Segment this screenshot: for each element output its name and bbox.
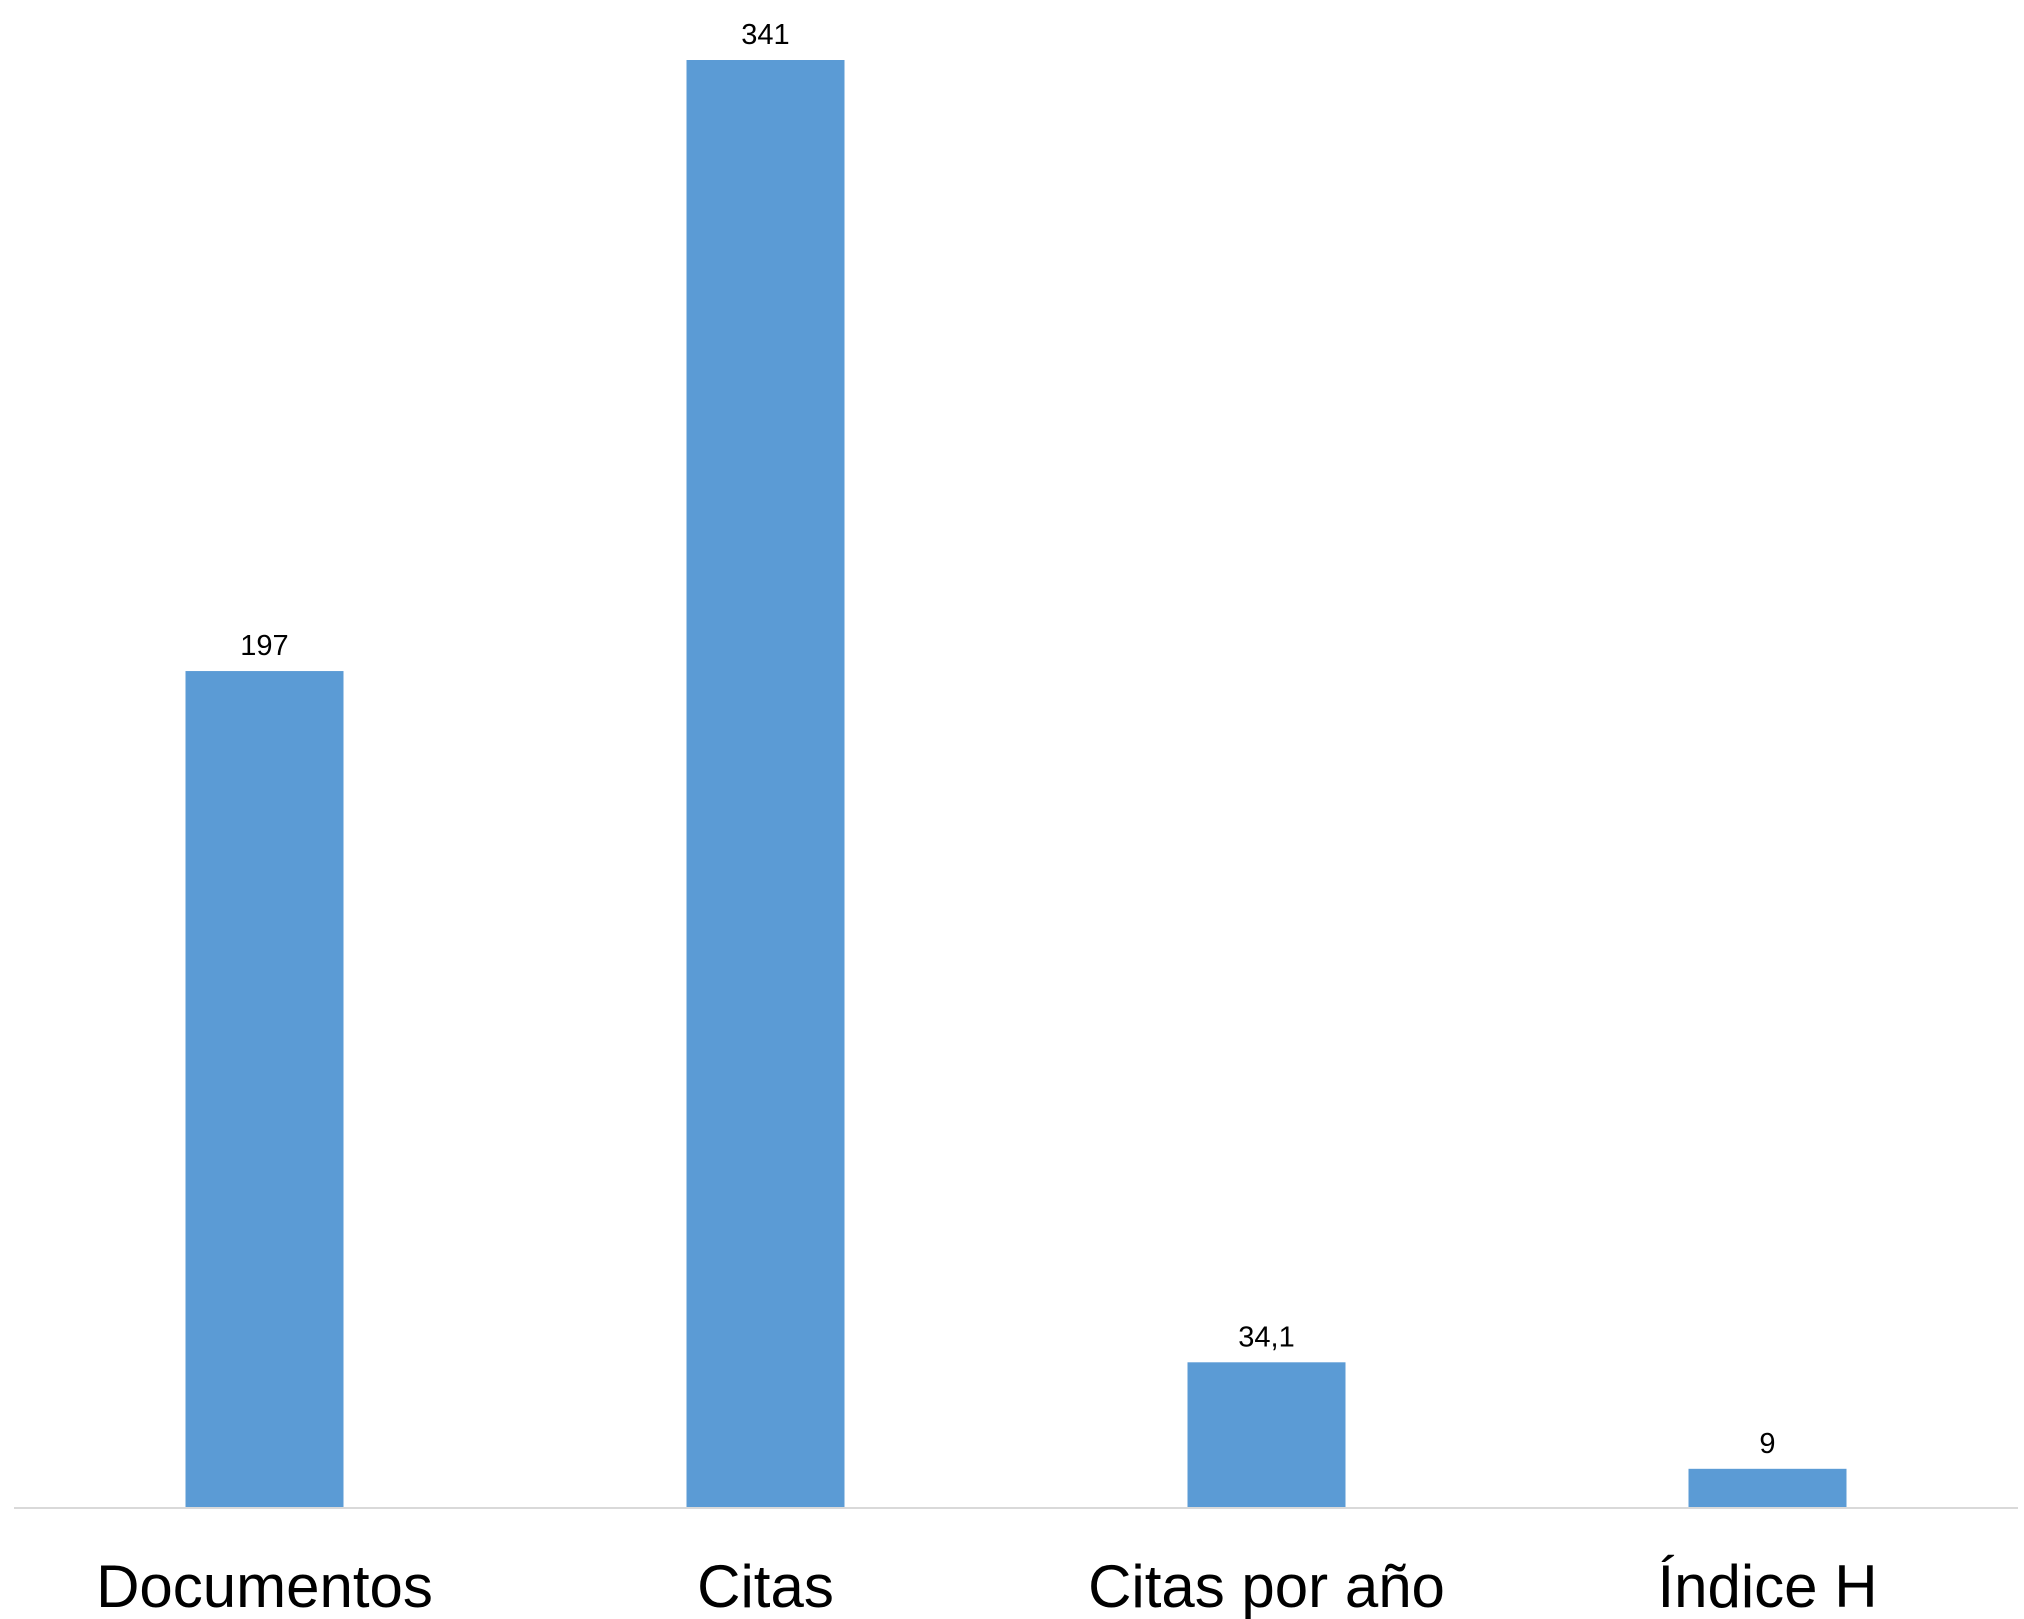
category-label: Índice H — [1657, 1553, 1877, 1619]
bar-2 — [686, 60, 845, 1507]
category-labels-group: Documentos Citas Citas por año Índice H — [96, 1553, 1877, 1619]
bar-4 — [1688, 1468, 1847, 1507]
bar-1 — [185, 671, 344, 1507]
bar-value-label: 197 — [240, 630, 288, 662]
value-labels-group: 197 341 34,1 9 — [240, 19, 1775, 1460]
category-label: Documentos — [96, 1553, 433, 1619]
bar-value-label: 9 — [1759, 1428, 1775, 1460]
category-label: Citas por año — [1088, 1553, 1445, 1619]
bars-group — [185, 60, 1847, 1507]
bar-3 — [1187, 1362, 1346, 1507]
bar-value-label: 341 — [741, 19, 789, 51]
category-label: Citas — [697, 1553, 834, 1619]
bar-value-label: 34,1 — [1238, 1321, 1294, 1353]
